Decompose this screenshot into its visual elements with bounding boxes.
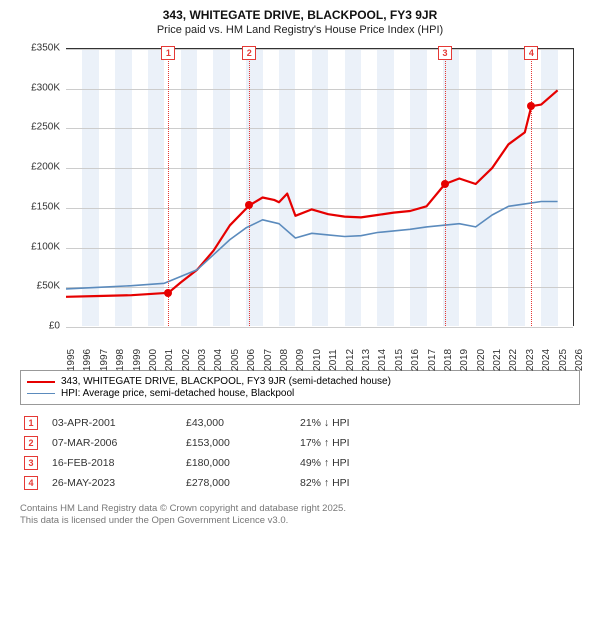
y-axis-label: £350K xyxy=(20,43,60,54)
footer-line1: Contains HM Land Registry data © Crown c… xyxy=(20,503,580,515)
x-axis-label: 2025 xyxy=(558,349,569,371)
x-axis-label: 2014 xyxy=(377,349,388,371)
x-axis-label: 1996 xyxy=(82,349,93,371)
tx-marker: 2 xyxy=(24,436,38,450)
x-axis-label: 2022 xyxy=(508,349,519,371)
marker-dot xyxy=(245,201,253,209)
marker-dot xyxy=(527,102,535,110)
legend: 343, WHITEGATE DRIVE, BLACKPOOL, FY3 9JR… xyxy=(20,370,580,405)
y-axis-label: £250K xyxy=(20,122,60,133)
marker-box: 1 xyxy=(161,46,175,60)
x-axis-label: 2011 xyxy=(328,349,339,371)
y-axis-label: £100K xyxy=(20,241,60,252)
chart-subtitle: Price paid vs. HM Land Registry's House … xyxy=(10,24,590,36)
x-axis-label: 2005 xyxy=(230,349,241,371)
line-paths xyxy=(66,49,573,326)
plot-area: 1 2 3 4 xyxy=(66,48,574,326)
transactions-table: 1 03-APR-2001 £43,000 21% ↓ HPI 2 07-MAR-2006… xyxy=(20,413,580,493)
footer-attribution: Contains HM Land Registry data © Crown c… xyxy=(20,503,580,528)
legend-item-property: 343, WHITEGATE DRIVE, BLACKPOOL, FY3 9JR… xyxy=(27,376,573,387)
y-axis-label: £300K xyxy=(20,82,60,93)
chart-area: 1 2 3 4 £0 £50K £100K £150K £200K £250K £300K £350… xyxy=(20,42,580,362)
x-axis-label: 2006 xyxy=(246,349,257,371)
x-axis-label: 2013 xyxy=(361,349,372,371)
x-axis-label: 2004 xyxy=(213,349,224,371)
tx-marker: 3 xyxy=(24,456,38,470)
x-axis-label: 1995 xyxy=(66,349,77,371)
marker-dot xyxy=(441,180,449,188)
tx-delta: 82% ↑ HPI xyxy=(300,477,350,489)
x-axis-label: 2019 xyxy=(459,349,470,371)
tx-date: 26-MAY-2023 xyxy=(52,477,172,489)
tx-price: £43,000 xyxy=(186,417,286,429)
legend-label-hpi: HPI: Average price, semi-detached house,… xyxy=(61,388,294,399)
chart-container: 343, WHITEGATE DRIVE, BLACKPOOL, FY3 9JR… xyxy=(0,0,600,536)
marker-dot xyxy=(164,289,172,297)
tx-date: 16-FEB-2018 xyxy=(52,457,172,469)
chart-title: 343, WHITEGATE DRIVE, BLACKPOOL, FY3 9JR xyxy=(10,8,590,22)
marker-box: 3 xyxy=(438,46,452,60)
legend-item-hpi: HPI: Average price, semi-detached house,… xyxy=(27,388,573,399)
legend-swatch-property xyxy=(27,381,55,383)
marker-vline xyxy=(168,49,169,326)
y-axis-label: £150K xyxy=(20,201,60,212)
legend-swatch-hpi xyxy=(27,393,55,394)
tx-price: £153,000 xyxy=(186,437,286,449)
tx-date: 03-APR-2001 xyxy=(52,417,172,429)
tx-delta: 17% ↑ HPI xyxy=(300,437,350,449)
tx-marker: 4 xyxy=(24,476,38,490)
x-axis-label: 2017 xyxy=(427,349,438,371)
tx-date: 07-MAR-2006 xyxy=(52,437,172,449)
tx-price: £180,000 xyxy=(186,457,286,469)
x-axis-label: 2016 xyxy=(410,349,421,371)
marker-box: 2 xyxy=(242,46,256,60)
footer-line2: This data is licensed under the Open Gov… xyxy=(20,515,580,527)
transaction-row: 2 07-MAR-2006 £153,000 17% ↑ HPI xyxy=(20,433,580,453)
x-axis-label: 2020 xyxy=(476,349,487,371)
marker-vline xyxy=(531,49,532,326)
x-axis-label: 2001 xyxy=(164,349,175,371)
x-axis-label: 2008 xyxy=(279,349,290,371)
y-axis-label: £200K xyxy=(20,162,60,173)
x-axis-label: 2002 xyxy=(181,349,192,371)
series-hpi xyxy=(66,202,558,289)
transaction-row: 1 03-APR-2001 £43,000 21% ↓ HPI xyxy=(20,413,580,433)
tx-delta: 21% ↓ HPI xyxy=(300,417,350,429)
x-axis-label: 2009 xyxy=(295,349,306,371)
transaction-row: 4 26-MAY-2023 £278,000 82% ↑ HPI xyxy=(20,473,580,493)
y-axis-label: £0 xyxy=(20,321,60,332)
x-axis-label: 2012 xyxy=(345,349,356,371)
x-axis-label: 2000 xyxy=(148,349,159,371)
x-axis-label: 2015 xyxy=(394,349,405,371)
y-axis-label: £50K xyxy=(20,281,60,292)
x-axis-label: 2026 xyxy=(574,349,585,371)
x-axis-label: 1998 xyxy=(115,349,126,371)
tx-price: £278,000 xyxy=(186,477,286,489)
legend-label-property: 343, WHITEGATE DRIVE, BLACKPOOL, FY3 9JR… xyxy=(61,376,391,387)
transaction-row: 3 16-FEB-2018 £180,000 49% ↑ HPI xyxy=(20,453,580,473)
x-axis-label: 2010 xyxy=(312,349,323,371)
marker-box: 4 xyxy=(524,46,538,60)
x-axis-label: 2018 xyxy=(443,349,454,371)
series-property xyxy=(66,90,558,296)
marker-vline xyxy=(249,49,250,326)
x-axis-label: 2007 xyxy=(263,349,274,371)
x-axis-label: 2021 xyxy=(492,349,503,371)
x-axis-label: 1999 xyxy=(132,349,143,371)
tx-marker: 1 xyxy=(24,416,38,430)
tx-delta: 49% ↑ HPI xyxy=(300,457,350,469)
x-axis-label: 2003 xyxy=(197,349,208,371)
x-axis-label: 2024 xyxy=(541,349,552,371)
x-axis-label: 1997 xyxy=(99,349,110,371)
x-axis-label: 2023 xyxy=(525,349,536,371)
